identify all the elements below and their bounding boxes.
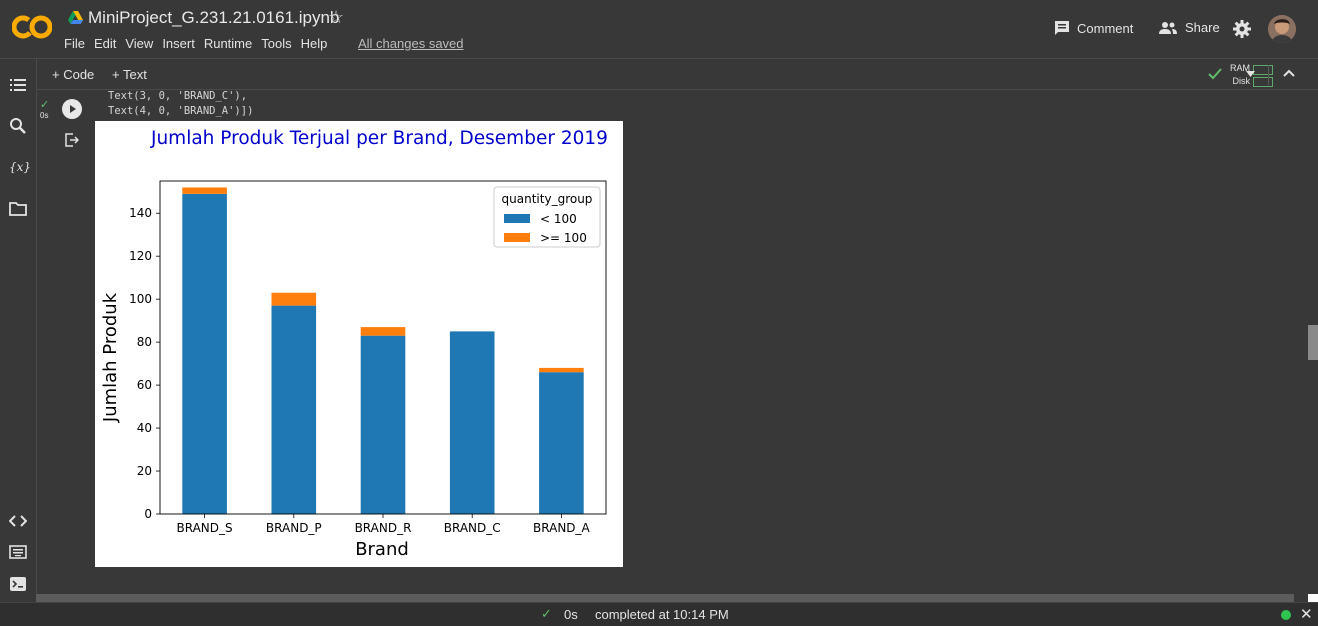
vertical-scrollbar[interactable] — [1308, 325, 1318, 360]
x-axis-label: Brand — [355, 539, 409, 560]
chart-output: Jumlah Produk Terjual per Brand, Desembe… — [95, 121, 623, 567]
disk-bar — [1253, 77, 1273, 87]
chart-title: Jumlah Produk Terjual per Brand, Desembe… — [150, 128, 608, 149]
legend-label: < 100 — [540, 212, 577, 226]
legend-label: >= 100 — [540, 231, 587, 245]
comment-button[interactable]: Comment — [1054, 20, 1133, 36]
comment-label: Comment — [1077, 20, 1134, 36]
search-icon[interactable] — [9, 117, 27, 135]
y-tick-label: 100 — [129, 292, 152, 306]
close-icon[interactable]: ✕ — [1300, 606, 1313, 623]
bar-lt100-brand_c — [449, 331, 495, 514]
play-icon — [70, 105, 76, 113]
settings-gear-icon[interactable] — [1233, 20, 1251, 38]
menu-edit[interactable]: Edit — [93, 36, 117, 51]
people-icon — [1159, 21, 1177, 34]
execution-time: 0s — [40, 111, 49, 120]
status-message[interactable]: completed at 10:14 PM — [595, 607, 729, 622]
menu-runtime[interactable]: Runtime — [203, 36, 253, 51]
notebook-toolbar: + Code + Text RAM Disk — [36, 59, 1318, 90]
y-tick-label: 80 — [137, 335, 152, 349]
left-sidebar: {x} — [0, 59, 37, 602]
output-text-line: Text(4, 0, 'BRAND_A')]) — [108, 105, 254, 117]
user-avatar[interactable] — [1268, 15, 1296, 43]
menu-bar: File Edit View Insert Runtime Tools Help — [64, 36, 336, 51]
command-palette-icon[interactable] — [9, 543, 27, 561]
connected-check-icon — [1208, 68, 1222, 80]
add-code-button[interactable]: + Code — [52, 67, 95, 82]
legend-swatch — [504, 233, 530, 242]
share-button[interactable]: Share — [1158, 20, 1220, 35]
share-label: Share — [1185, 20, 1220, 35]
scrollbar-corner — [1308, 594, 1318, 602]
plot-frame — [159, 180, 607, 515]
colab-logo[interactable] — [12, 13, 52, 41]
legend-box — [493, 186, 601, 248]
legend-swatch — [504, 214, 530, 223]
variables-icon[interactable]: {x} — [9, 160, 32, 174]
y-tick-label: 140 — [129, 206, 152, 220]
star-icon[interactable]: ☆ — [328, 7, 345, 27]
folder-icon[interactable] — [9, 200, 27, 218]
horizontal-scrollbar[interactable] — [36, 594, 1294, 602]
chevron-up-icon[interactable] — [1283, 69, 1295, 77]
menu-help[interactable]: Help — [300, 36, 328, 51]
bar-lt100-brand_p — [271, 305, 317, 514]
ram-bar — [1253, 65, 1273, 75]
execution-success-icon: ✓ — [40, 99, 50, 111]
bar-lt100-brand_s — [182, 193, 227, 514]
x-tick-label: BRAND_A — [533, 521, 591, 535]
run-cell-button[interactable] — [62, 99, 82, 119]
disk-label: Disk — [1232, 76, 1251, 86]
add-text-button[interactable]: + Text — [112, 67, 147, 82]
bar-chart: Jumlah Produk Terjual per Brand, Desembe… — [100, 128, 608, 560]
y-tick-label: 20 — [137, 464, 152, 478]
bar-lt100-brand_a — [539, 372, 584, 514]
menu-insert[interactable]: Insert — [162, 36, 195, 51]
code-snippets-icon[interactable] — [9, 512, 27, 530]
drive-icon[interactable] — [68, 11, 83, 24]
status-bar: ✓ 0s completed at 10:14 PM ✕ — [0, 602, 1318, 626]
top-header: MiniProject_G.231.21.0161.ipynb ☆ File E… — [0, 0, 1318, 59]
menu-tools[interactable]: Tools — [261, 36, 292, 51]
bar-ge100-brand_r — [360, 327, 406, 336]
save-status-link[interactable]: All changes saved — [358, 36, 464, 51]
bar-lt100-brand_r — [360, 335, 406, 514]
menu-file[interactable]: File — [64, 36, 85, 51]
bar-ge100-brand_a — [539, 367, 584, 373]
terminal-icon[interactable] — [9, 575, 27, 593]
output-text-line: Text(3, 0, 'BRAND_C'), — [108, 90, 248, 102]
notebook-filename[interactable]: MiniProject_G.231.21.0161.ipynb — [88, 8, 340, 27]
bar-ge100-brand_s — [182, 187, 227, 194]
bar-ge100-brand_p — [271, 292, 317, 306]
y-tick-label: 40 — [137, 421, 152, 435]
x-tick-label: BRAND_S — [177, 521, 233, 535]
x-tick-label: BRAND_R — [355, 521, 412, 535]
status-exec-time: 0s — [564, 607, 578, 622]
y-tick-label: 60 — [137, 378, 152, 392]
comment-icon — [1055, 21, 1069, 35]
y-tick-label: 0 — [144, 507, 152, 521]
menu-view[interactable]: View — [125, 36, 154, 51]
caret-down-icon[interactable] — [1246, 71, 1255, 77]
resource-monitor[interactable]: RAM Disk — [1208, 61, 1288, 89]
status-check-icon: ✓ — [541, 606, 552, 621]
x-tick-label: BRAND_P — [266, 521, 322, 535]
output-actions-icon[interactable] — [65, 133, 79, 147]
table-of-contents-icon[interactable] — [9, 76, 27, 94]
ram-label: RAM — [1230, 63, 1250, 73]
legend-title: quantity_group — [502, 192, 593, 206]
y-axis-label: Jumlah Produk — [100, 292, 121, 423]
x-tick-label: BRAND_C — [444, 521, 501, 535]
connection-status-icon — [1281, 610, 1291, 620]
y-tick-label: 120 — [129, 249, 152, 263]
toolbar-divider — [1268, 65, 1269, 85]
